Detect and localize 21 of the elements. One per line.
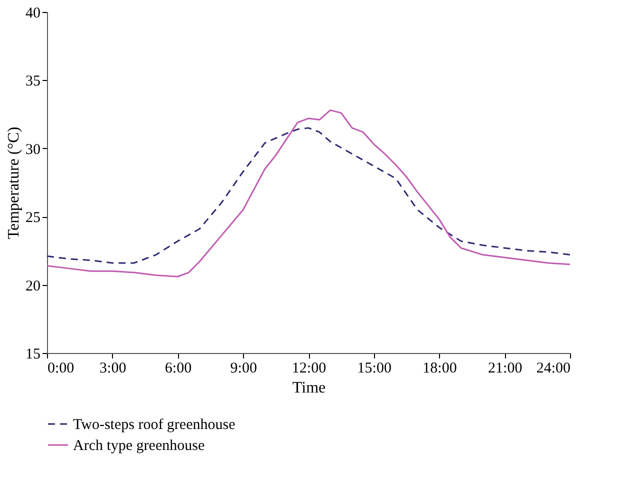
y-tick-label: 40 [26, 6, 40, 22]
x-tick-label: 9:00 [230, 360, 257, 376]
y-tick-label: 30 [26, 142, 40, 158]
x-tick-label: 0:00 [48, 360, 74, 376]
x-tick-label: 12:00 [292, 360, 326, 376]
x-tick-label: 18:00 [422, 360, 457, 376]
x-tick-label: 21:00 [488, 360, 522, 376]
legend-label: Arch type greenhouse [73, 438, 205, 454]
y-tick-label: 35 [26, 74, 40, 90]
x-tick-label: 15:00 [357, 360, 392, 376]
y-axis-title: Temperature (°C) [6, 126, 22, 240]
y-tick-label: 25 [26, 210, 40, 226]
x-axis-title: Time [292, 380, 326, 396]
x-tick-label: 6:00 [164, 360, 192, 376]
line-series [46, 127, 571, 264]
x-tick-label: 3:00 [100, 360, 126, 376]
line-series [46, 109, 571, 278]
legend-label: Two-steps roof greenhouse [73, 417, 236, 433]
x-tick-label: 24:00 [536, 360, 570, 376]
y-tick-label: 15 [26, 346, 40, 362]
y-tick-label: 20 [26, 278, 40, 294]
